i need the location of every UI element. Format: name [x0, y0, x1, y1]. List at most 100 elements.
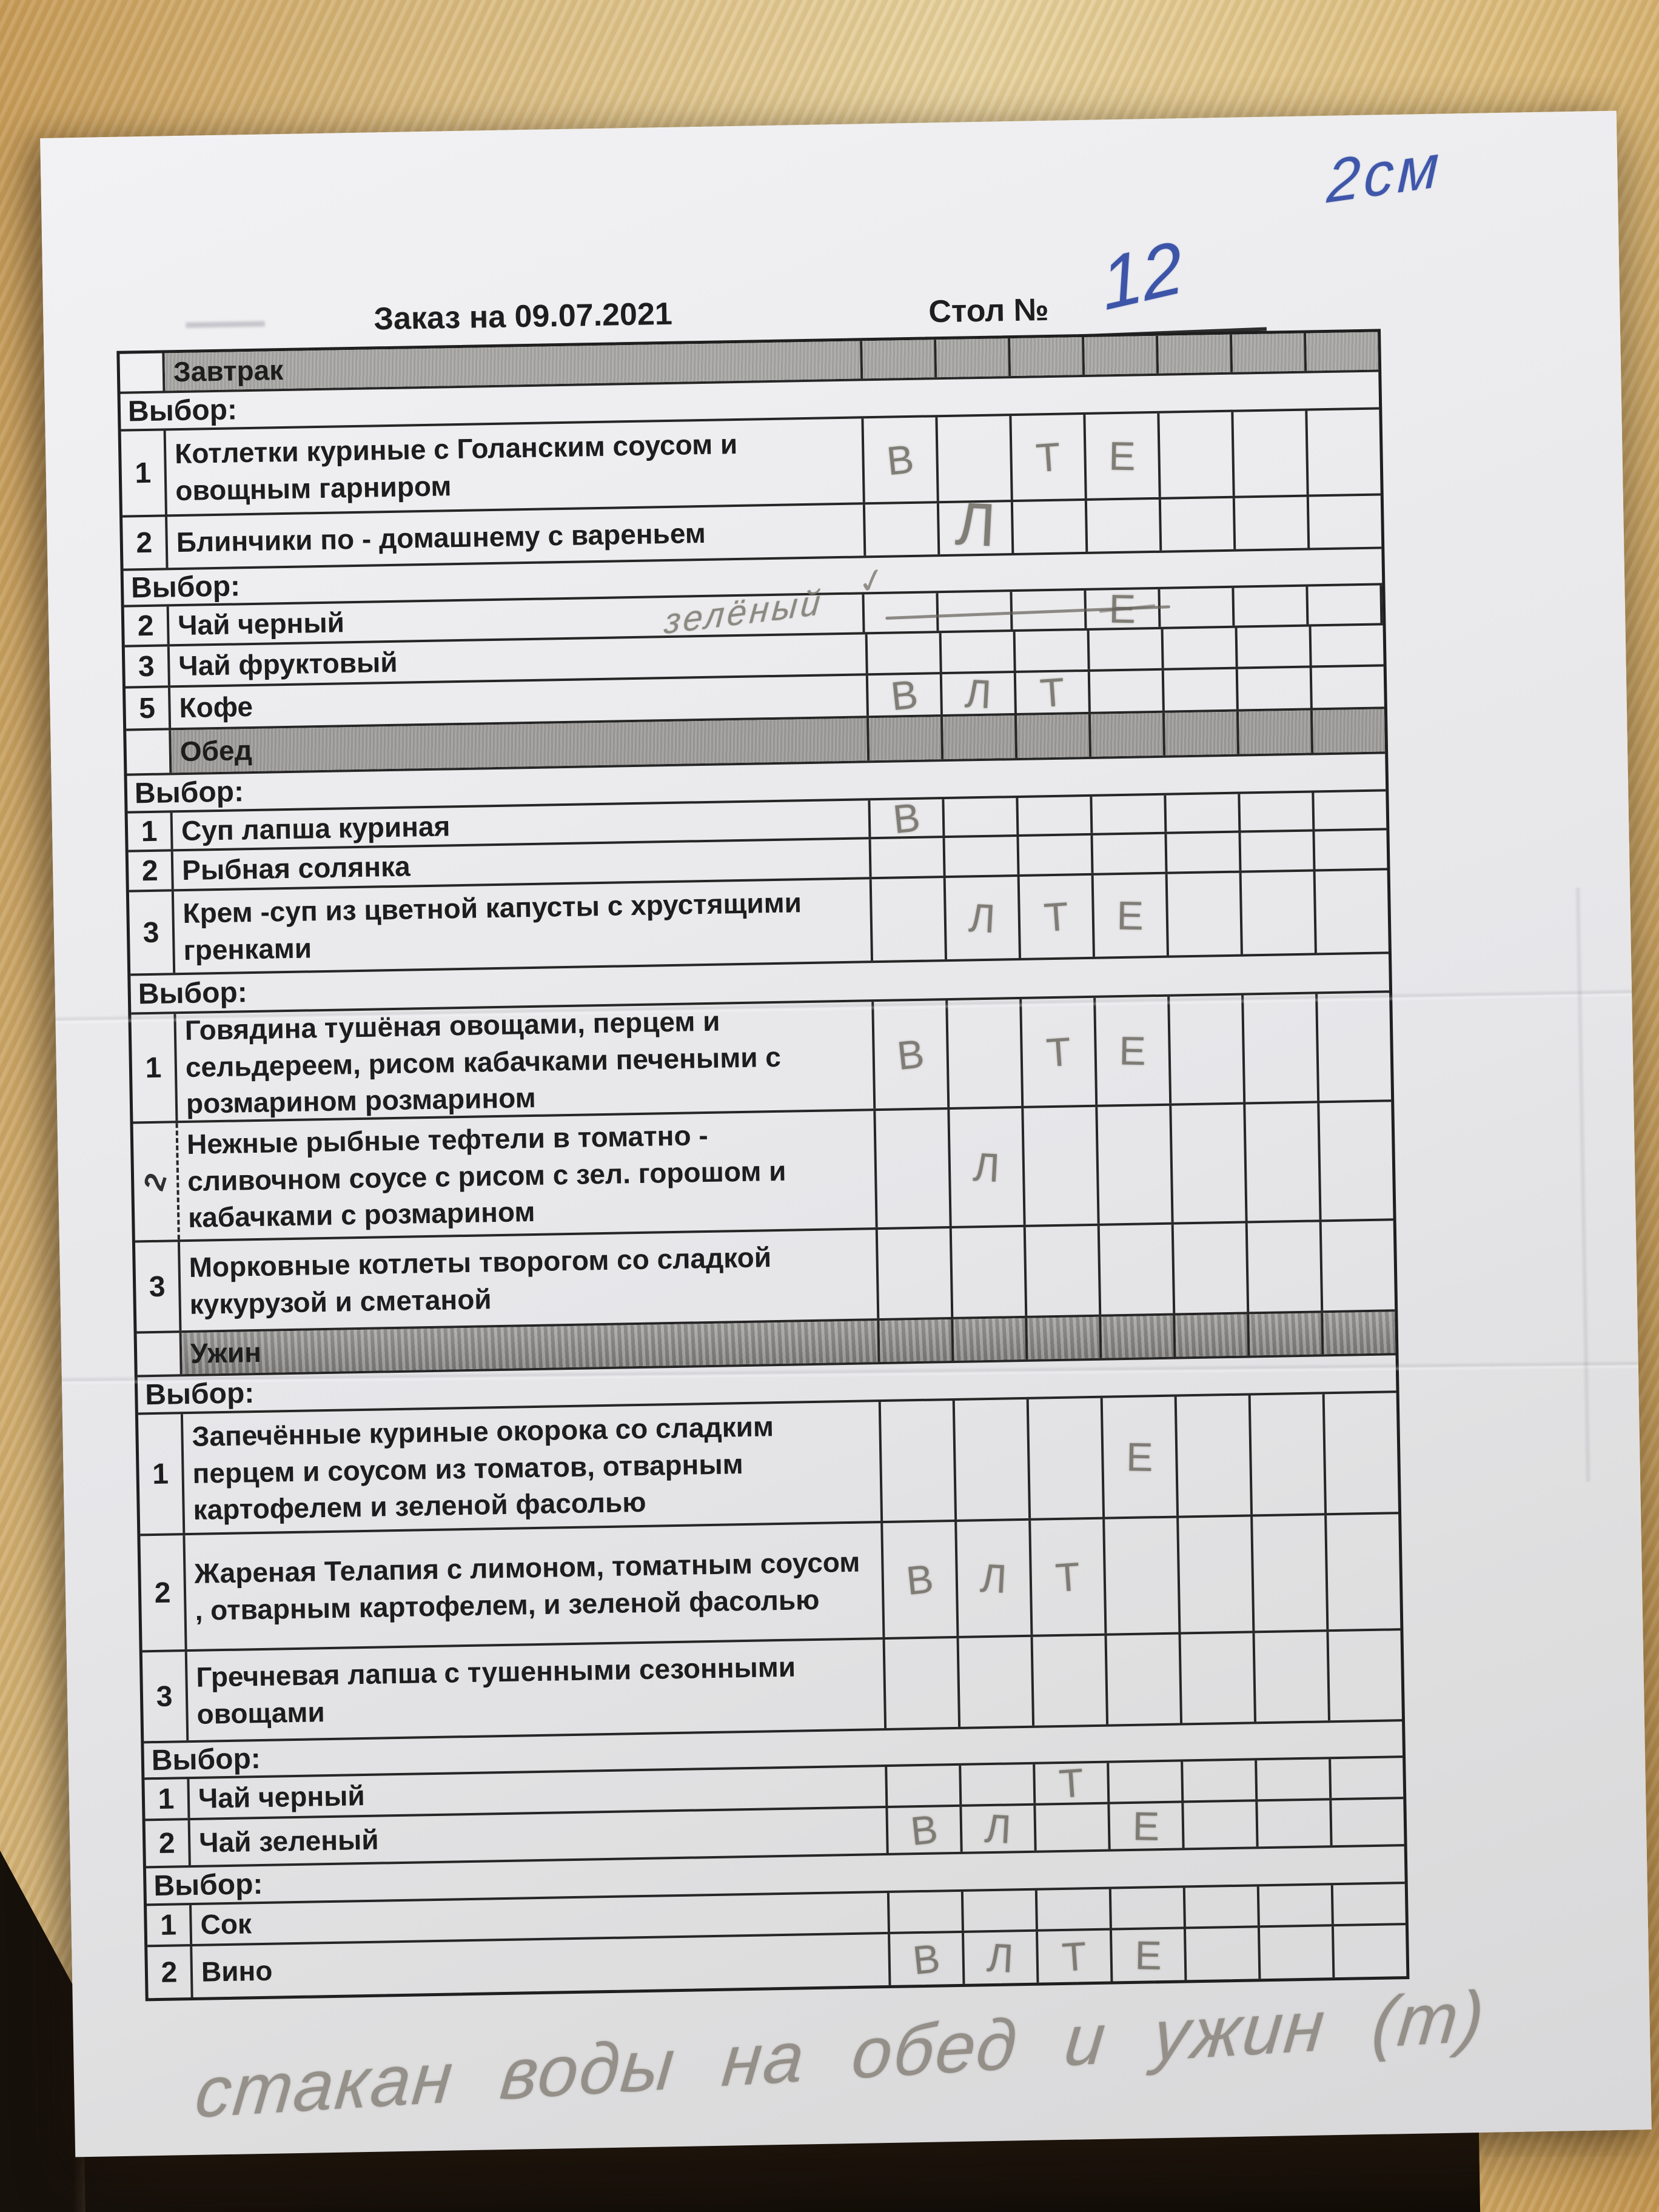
mark-cell	[1092, 795, 1167, 833]
mark-cell	[1158, 334, 1233, 374]
dish-name: Гречневая лапша с тушенными сезонными ов…	[196, 1651, 796, 1730]
mark-cell	[1010, 337, 1085, 377]
mark-cell	[1309, 495, 1381, 548]
mark-cell	[1325, 1393, 1398, 1513]
menu-row: 2 Нежные рыбные тефтели в томатно - сливо…	[133, 1102, 1393, 1243]
dish-number: 3	[156, 1680, 173, 1713]
mark-cell	[1105, 1518, 1181, 1634]
mark-cell	[1179, 1517, 1255, 1632]
pencil-mark: Е	[1108, 433, 1136, 479]
mark-cell	[1107, 1634, 1183, 1724]
mark-cell: Т	[1016, 669, 1091, 716]
mark-cell	[1090, 670, 1165, 712]
mark-cell	[1306, 332, 1379, 371]
dish-number-cell: 1	[138, 1414, 186, 1534]
mark-cell: Л	[939, 489, 1014, 559]
mark-cell	[1164, 669, 1239, 711]
pencil-mark: В	[908, 1806, 940, 1854]
pencil-mark: Т	[1034, 434, 1062, 481]
dish-name-cell: Жареная Телапия с лимоном, томатным соус…	[185, 1523, 885, 1650]
dish-name: Крем -суп из цветной капусты с хрустящим…	[183, 886, 802, 967]
dish-name: Сок	[200, 1907, 252, 1940]
table-number-handwritten: 12	[1096, 225, 1187, 326]
mark-cell	[1322, 1221, 1395, 1310]
mark-cell: Е	[1096, 996, 1172, 1105]
mark-cell	[1171, 1104, 1248, 1222]
dish-number-cell: 1	[127, 813, 173, 850]
paper-sheet: 2см Заказ на 09.07.2021 Стол № 12 Завтра…	[40, 110, 1652, 2157]
mark-cell	[1241, 871, 1317, 954]
dish-number-cell: 2	[128, 851, 174, 890]
mark-cell	[1019, 835, 1094, 874]
mark-cell	[1167, 873, 1243, 956]
mark-cell	[889, 1891, 964, 1932]
mark-cell: Л	[964, 1931, 1039, 1984]
dish-number: 1	[145, 1051, 162, 1084]
mark-cell	[1037, 1889, 1112, 1929]
mark-cell: В	[868, 671, 943, 719]
mark-cell: В	[888, 1806, 963, 1854]
dish-number: 2	[158, 1826, 176, 1860]
mark-cell	[1240, 793, 1315, 831]
mark-cell	[1027, 1316, 1102, 1359]
mark-cell	[1255, 1632, 1331, 1722]
dish-number-cell: 2	[140, 1535, 187, 1651]
mark-cell	[1244, 994, 1320, 1102]
mark-cell	[1164, 711, 1240, 756]
pencil-mark: Л	[954, 489, 997, 560]
pencil-mark: В	[888, 671, 920, 719]
mark-cell	[1259, 1885, 1334, 1926]
mark-cell	[1166, 794, 1241, 832]
pencil-mark: Т	[1057, 1760, 1085, 1806]
mark-cell	[948, 999, 1024, 1108]
mark-cell	[885, 1638, 961, 1728]
mark-cell: Е	[1111, 1929, 1187, 1982]
mark-cell	[1109, 1761, 1184, 1802]
order-title: Заказ на 09.07.2021	[373, 296, 673, 337]
mark-cell	[1329, 1631, 1402, 1720]
mark-cell	[1098, 1105, 1174, 1224]
pencil-mark: Е	[1132, 1803, 1160, 1849]
dish-name-cell: Морковные котлеты творогом со сладкой ку…	[179, 1230, 880, 1331]
dish-number-cell: 3	[129, 891, 176, 974]
mark-cell	[867, 633, 942, 674]
dish-name: Блинчики по - домашнему с вареньем	[176, 517, 706, 558]
mark-cell	[1184, 1801, 1259, 1848]
dish-number: 1	[152, 1458, 169, 1490]
mark-cell	[1235, 497, 1310, 549]
mark-cell: В	[870, 794, 945, 842]
mark-cell	[1315, 830, 1387, 869]
mark-cell	[936, 338, 1011, 378]
mark-cell	[945, 836, 1020, 876]
pencil-mark: Т	[1061, 1933, 1088, 1980]
dish-name: Кофе	[179, 690, 253, 723]
mark-cell: Е	[1110, 1803, 1185, 1849]
mark-cell	[1036, 1804, 1111, 1851]
mark-cell: В	[863, 417, 939, 503]
mark-cell: В	[874, 1000, 950, 1109]
dish-name: Морковные котлеты творогом со сладкой ку…	[189, 1241, 772, 1320]
pencil-mark: Е	[1119, 1028, 1147, 1074]
mark-cell	[954, 1399, 1031, 1520]
mark-cell	[1159, 412, 1235, 497]
mark-cell	[944, 797, 1019, 836]
table-number-label: Стол №	[928, 292, 1050, 330]
mark-cell	[1028, 1398, 1105, 1518]
mark-cell	[1233, 411, 1309, 496]
mark-cell	[871, 838, 946, 877]
dish-name: Суп лапша куриная	[181, 809, 451, 846]
dish-number-cell: 3	[142, 1652, 189, 1741]
dish-number: 2	[137, 609, 155, 642]
order-table: Завтрак Выбор: 1 Котлетки куриные с Голанск…	[116, 329, 1410, 2002]
dish-number-cell: 1	[147, 1905, 193, 1945]
mark-cell: Л	[962, 1805, 1037, 1852]
pencil-mark: Е	[1125, 1434, 1154, 1480]
dish-number-cell: 1	[131, 1014, 178, 1122]
mark-cell	[865, 503, 940, 556]
dish-number: 3	[138, 650, 155, 683]
mark-cell	[1253, 1515, 1329, 1631]
pencil-note-bottom: стакан воды на обед и ужин (т)	[192, 1976, 1490, 2134]
mark-cell: Л	[942, 671, 1017, 717]
mark-cell	[1015, 630, 1090, 671]
pencil-mark: Л	[986, 1934, 1015, 1981]
